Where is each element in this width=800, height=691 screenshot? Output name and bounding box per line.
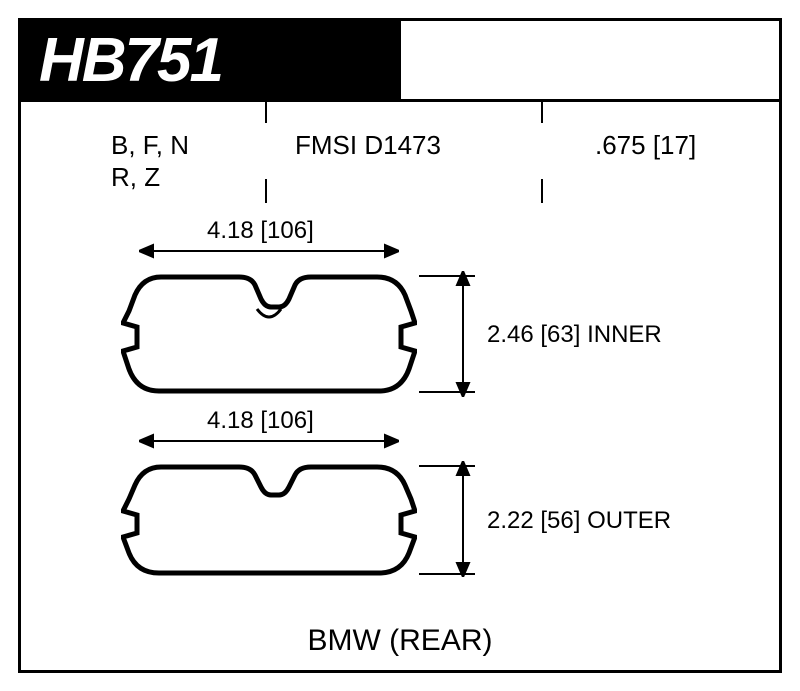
dim-outer-height: 2.22 [56] OUTER [487,507,671,535]
thickness-spec: .675 [17] [595,129,696,162]
application-label: BMW (REAR) [21,624,779,658]
title-bar: HB751 [21,21,401,99]
divider-tick [541,99,543,123]
drawing-frame: HB751 B, F, N R, Z FMSI D1473 .675 [17] … [18,18,782,673]
divider-tick [265,99,267,123]
compound-codes-line1: B, F, N [111,129,189,162]
pad-inner [121,269,417,399]
part-number: HB751 [39,25,222,96]
pad-outer [121,459,417,581]
ext-line [419,391,475,393]
dim-arrow-inner-height [451,271,475,397]
ext-line [419,465,475,467]
ext-line [419,275,475,277]
divider-tick [265,179,267,203]
header-divider [21,99,779,102]
dim-arrow-outer-height [451,461,475,577]
divider-tick [541,179,543,203]
dim-inner-height: 2.46 [63] INNER [487,321,662,349]
ext-line [419,573,475,575]
fmsi-code: FMSI D1473 [295,129,441,162]
dim-inner-width: 4.18 [106] [207,217,314,245]
dim-outer-width: 4.18 [106] [207,407,314,435]
compound-codes-line2: R, Z [111,161,160,194]
